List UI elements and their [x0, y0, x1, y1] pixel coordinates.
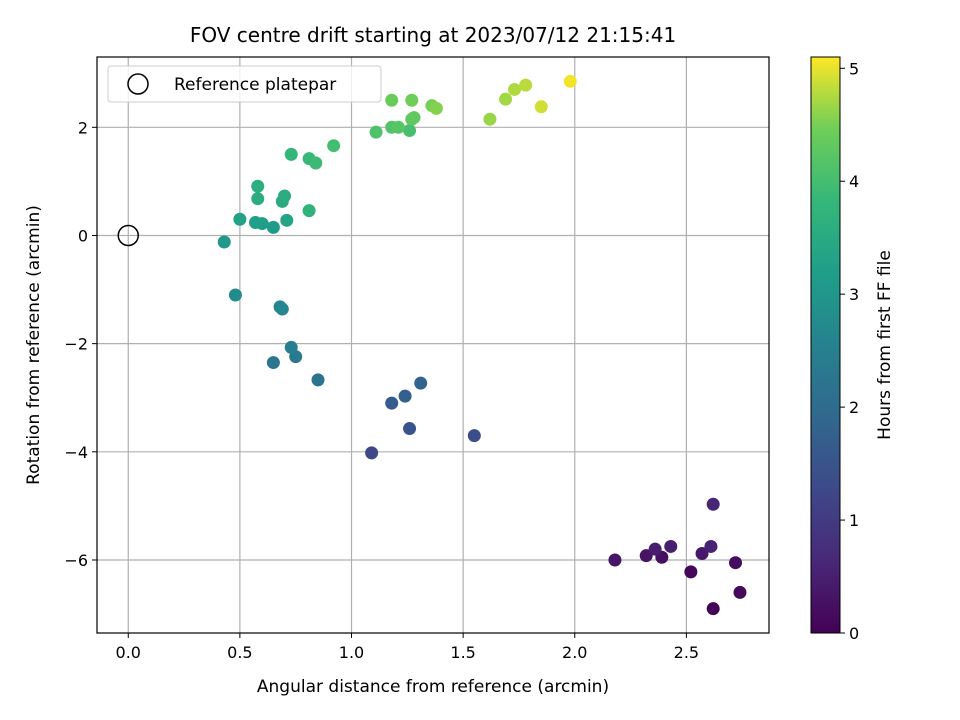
y-axis-label: Rotation from reference (arcmin): [24, 205, 44, 485]
data-point: [251, 179, 265, 193]
colorbar-tick-label: 5: [849, 59, 859, 78]
colorbar: 0 1 2 3 4 5 Hours from first FF file: [810, 56, 895, 643]
data-point: [704, 539, 718, 553]
data-point: [729, 556, 743, 570]
colorbar-tick-label: 0: [849, 624, 859, 643]
y-tick-label: −6: [64, 551, 88, 570]
data-point: [684, 565, 698, 579]
data-point: [414, 376, 428, 390]
data-point: [563, 74, 577, 88]
data-point: [407, 111, 421, 125]
data-point: [266, 220, 280, 234]
data-point: [249, 215, 263, 229]
data-point: [284, 147, 298, 161]
data-point: [519, 78, 533, 92]
y-ticks: −6 −4 −2 0 2: [64, 118, 97, 570]
data-point: [483, 112, 497, 126]
grid-lines: [97, 57, 769, 633]
data-point: [275, 302, 289, 316]
colorbar-tick-label: 1: [849, 511, 859, 530]
data-point: [695, 546, 709, 560]
data-point: [507, 82, 521, 96]
data-point: [251, 192, 265, 206]
colorbar-ticks: 0 1 2 3 4 5: [840, 59, 859, 643]
colorbar-gradient: [810, 56, 841, 634]
colorbar-tick-label: 4: [849, 172, 859, 191]
data-point: [706, 602, 720, 616]
chart-title: FOV centre drift starting at 2023/07/12 …: [190, 23, 676, 47]
data-point: [233, 212, 247, 226]
data-point: [664, 539, 678, 553]
data-point: [534, 100, 548, 114]
y-tick-label: −2: [64, 335, 88, 354]
data-point: [405, 93, 419, 107]
data-point: [284, 340, 298, 354]
x-tick-label: 2.0: [562, 643, 587, 662]
data-point: [706, 497, 720, 511]
data-point: [385, 396, 399, 410]
legend: Reference platepar: [107, 65, 382, 103]
legend-box: [107, 65, 382, 103]
reference-point: [117, 224, 140, 247]
data-point: [311, 373, 325, 387]
data-point: [278, 189, 292, 203]
data-point: [302, 204, 316, 218]
y-tick-label: 0: [78, 226, 88, 245]
y-tick-label: −4: [64, 443, 88, 462]
legend-marker: [127, 73, 149, 95]
colorbar-tick-label: 2: [849, 398, 859, 417]
x-tick-label: 0.0: [116, 643, 141, 662]
x-tick-label: 1.5: [450, 643, 475, 662]
x-axis-label: Angular distance from reference (arcmin): [257, 677, 609, 697]
data-point: [639, 549, 653, 563]
data-point: [429, 101, 443, 115]
data-point: [391, 120, 405, 134]
data-point: [608, 553, 622, 567]
data-point: [648, 542, 662, 556]
data-point: [398, 389, 412, 403]
data-point: [403, 422, 417, 436]
x-tick-label: 0.5: [227, 643, 252, 662]
data-point: [385, 93, 399, 107]
y-tick-label: 2: [78, 118, 88, 137]
data-point: [280, 213, 294, 227]
data-point: [403, 124, 417, 138]
data-point: [369, 125, 383, 139]
data-point: [467, 429, 481, 443]
data-point: [327, 139, 341, 153]
data-point: [499, 92, 513, 106]
data-point: [266, 356, 280, 370]
plot-frame: [96, 56, 770, 634]
legend-label: Reference platepar: [174, 75, 336, 95]
colorbar-tick-label: 3: [849, 285, 859, 304]
points: [217, 74, 747, 616]
data-point: [217, 235, 231, 249]
data-point: [309, 156, 323, 170]
colorbar-label: Hours from first FF file: [875, 250, 895, 440]
data-point: [365, 446, 379, 460]
x-tick-label: 1.0: [339, 643, 364, 662]
x-tick-label: 2.5: [674, 643, 699, 662]
x-ticks: 0.0 0.5 1.0 1.5 2.0 2.5: [116, 633, 699, 662]
data-point: [733, 585, 747, 599]
data-point: [228, 288, 242, 302]
